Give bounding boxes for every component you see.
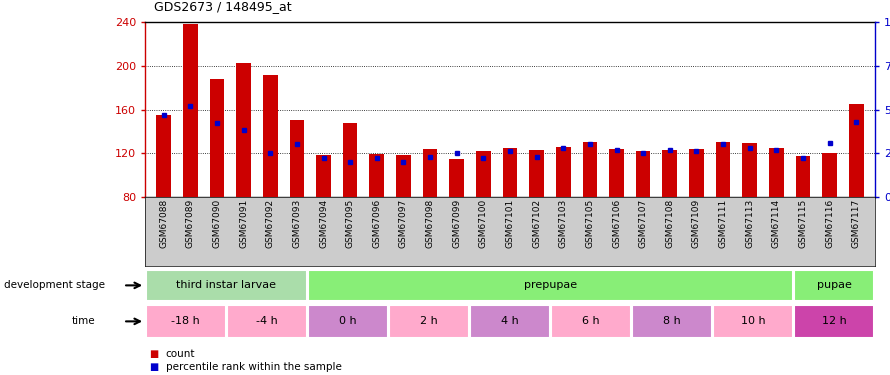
Bar [609, 149, 624, 197]
Bar [396, 155, 411, 197]
Bar [713, 305, 793, 338]
Bar [716, 142, 731, 197]
Text: GSM67088: GSM67088 [159, 199, 168, 248]
Bar [794, 305, 874, 338]
Text: ■: ■ [150, 362, 158, 372]
Text: GSM67092: GSM67092 [266, 199, 275, 248]
Text: percentile rank within the sample: percentile rank within the sample [166, 362, 342, 372]
Bar [263, 75, 278, 197]
Text: GSM67103: GSM67103 [559, 199, 568, 248]
Bar [769, 148, 784, 197]
Text: GSM67101: GSM67101 [506, 199, 514, 248]
Bar [316, 155, 331, 197]
Text: third instar larvae: third instar larvae [176, 280, 276, 290]
Text: GDS2673 / 148495_at: GDS2673 / 148495_at [154, 0, 292, 13]
Bar [556, 147, 570, 197]
Text: GSM67099: GSM67099 [452, 199, 461, 248]
Bar [689, 149, 704, 197]
Bar [343, 123, 358, 197]
Text: GSM67117: GSM67117 [852, 199, 861, 248]
Text: GSM67097: GSM67097 [399, 199, 408, 248]
Bar [146, 305, 226, 338]
Bar [157, 115, 171, 197]
Bar [308, 305, 388, 338]
Bar [822, 153, 837, 197]
Text: GSM67115: GSM67115 [798, 199, 807, 248]
Text: -18 h: -18 h [171, 316, 200, 326]
Bar [146, 270, 307, 301]
Text: 12 h: 12 h [822, 316, 846, 326]
Text: GSM67095: GSM67095 [345, 199, 354, 248]
Text: GSM67113: GSM67113 [745, 199, 754, 248]
Bar [503, 148, 517, 197]
Bar [423, 149, 437, 197]
Bar [632, 305, 712, 338]
Text: GSM67100: GSM67100 [479, 199, 488, 248]
Text: GSM67116: GSM67116 [825, 199, 834, 248]
Bar [308, 270, 793, 301]
Text: GSM67111: GSM67111 [718, 199, 727, 248]
Text: GSM67093: GSM67093 [293, 199, 302, 248]
Text: GSM67106: GSM67106 [612, 199, 621, 248]
Text: GSM67096: GSM67096 [372, 199, 381, 248]
Bar [389, 305, 469, 338]
Bar [289, 120, 304, 197]
Bar [662, 150, 677, 197]
Bar [227, 305, 307, 338]
Text: 2 h: 2 h [420, 316, 438, 326]
Bar [794, 270, 874, 301]
Text: 4 h: 4 h [501, 316, 519, 326]
Bar [742, 143, 757, 197]
Bar [530, 150, 544, 197]
Text: GSM67094: GSM67094 [319, 199, 328, 248]
Bar [551, 305, 631, 338]
Text: GSM67105: GSM67105 [586, 199, 595, 248]
Text: GSM67098: GSM67098 [425, 199, 434, 248]
Text: ■: ■ [150, 350, 158, 359]
Bar [849, 104, 863, 197]
Bar [183, 24, 198, 197]
Text: time: time [71, 316, 95, 326]
Text: prepupae: prepupae [524, 280, 577, 290]
Bar [210, 79, 224, 197]
Bar [369, 154, 384, 197]
Text: GSM67107: GSM67107 [639, 199, 648, 248]
Bar [635, 151, 651, 197]
Text: pupae: pupae [817, 280, 852, 290]
Text: GSM67102: GSM67102 [532, 199, 541, 248]
Text: -4 h: -4 h [255, 316, 278, 326]
Text: GSM67114: GSM67114 [772, 199, 781, 248]
Text: GSM67091: GSM67091 [239, 199, 248, 248]
Text: development stage: development stage [4, 280, 105, 290]
Text: GSM67109: GSM67109 [692, 199, 701, 248]
Text: GSM67108: GSM67108 [666, 199, 675, 248]
Bar [237, 63, 251, 197]
Text: 0 h: 0 h [339, 316, 357, 326]
Bar [470, 305, 550, 338]
Text: 10 h: 10 h [740, 316, 765, 326]
Bar [796, 156, 810, 197]
Bar [583, 142, 597, 197]
Bar [476, 151, 490, 197]
Text: 6 h: 6 h [582, 316, 600, 326]
Text: GSM67090: GSM67090 [213, 199, 222, 248]
Text: GSM67089: GSM67089 [186, 199, 195, 248]
Text: count: count [166, 350, 195, 359]
Text: 8 h: 8 h [663, 316, 681, 326]
Bar [449, 159, 464, 197]
